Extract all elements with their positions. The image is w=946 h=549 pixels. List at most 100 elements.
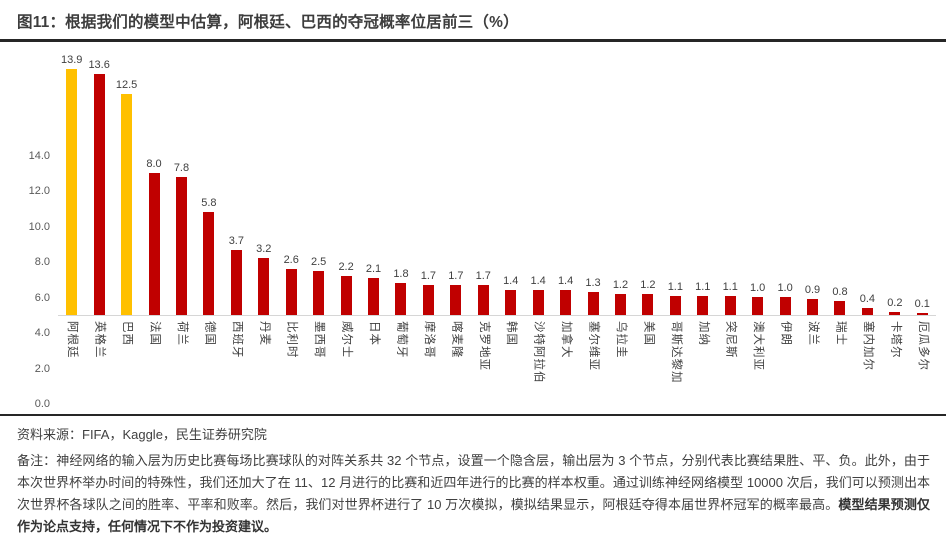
bar-slot: 0.1 (909, 298, 936, 315)
x-slot: 荷兰 (168, 321, 195, 404)
bar-slot: 12.5 (113, 79, 140, 315)
bar-value-label: 0.1 (914, 298, 930, 311)
x-slot: 摩洛哥 (415, 321, 442, 404)
bar (66, 68, 78, 315)
bar (422, 284, 434, 315)
plot-area: 13.9 13.6 12.5 8.0 7.8 5.8 3.7 3.2 2.6 2.5 2.2 2.1 1… (58, 54, 936, 316)
bar-value-label: 1.7 (420, 269, 437, 282)
bar-slot: 7.8 (168, 162, 195, 315)
bar-value-label: 1.7 (448, 269, 464, 282)
bar (340, 276, 352, 315)
bar-value-label: 3.2 (256, 243, 272, 256)
bar-value-label: 1.7 (475, 269, 491, 282)
bar (368, 277, 380, 315)
x-slot: 比利时 (278, 321, 305, 404)
x-slot: 厄瓜多尔 (909, 321, 936, 404)
x-slot: 伊朗 (771, 321, 798, 404)
bar-slot: 0.8 (826, 286, 853, 315)
x-slot: 瑞士 (826, 321, 853, 404)
x-axis-label: 哥斯达黎加 (669, 321, 682, 384)
bar-slot: 1.7 (470, 270, 497, 315)
bar-value-label: 0.2 (887, 296, 903, 309)
bar-value-label: 0.8 (832, 285, 848, 298)
bar (93, 74, 105, 315)
bar-slot: 1.4 (524, 275, 551, 315)
bar-value-label: 2.6 (283, 253, 299, 266)
bar-slot: 13.6 (85, 59, 112, 315)
bar-slot: 1.7 (442, 270, 469, 315)
bar-slot: 13.9 (58, 54, 85, 315)
bar (669, 295, 681, 315)
bar (834, 300, 846, 315)
y-axis-tick: 8.0 (34, 256, 50, 269)
bar-slot: 2.1 (360, 263, 387, 315)
x-slot: 乌拉圭 (607, 321, 634, 404)
bar-slot: 3.2 (250, 243, 277, 315)
bar-value-label: 5.8 (201, 197, 217, 210)
bar-value-label: 1.4 (557, 275, 574, 288)
y-axis-tick: 0.0 (34, 398, 50, 410)
bar-slot: 1.4 (497, 275, 524, 315)
bar-slot: 1.1 (662, 280, 689, 315)
y-axis-tick: 14.0 (28, 150, 50, 162)
x-slot: 英格兰 (85, 321, 112, 404)
bar (175, 176, 187, 315)
footnote-disclaimer: 模型结果预测仅作为论点支持，任何情况下不作为投资建议。 (17, 497, 930, 534)
x-axis-label: 葡萄牙 (395, 321, 408, 359)
x-axis-label: 西班牙 (230, 321, 243, 359)
bar (642, 293, 654, 315)
bar (395, 283, 407, 315)
bar-slot: 2.6 (278, 254, 305, 315)
x-axis-label: 德国 (203, 321, 216, 346)
x-axis-label: 喀麦隆 (450, 321, 463, 359)
x-slot: 澳大利亚 (744, 321, 771, 404)
y-axis-tick: 10.0 (28, 220, 50, 233)
bar-slot: 1.2 (607, 279, 634, 315)
footnote-text: 备注：神经网络的输入层为历史比赛每场比赛球队的对阵关系共 32 个节点，设置一个… (17, 453, 930, 512)
bar-value-label: 2.2 (338, 261, 354, 273)
y-axis: 0.0 2.0 4.0 6.0 8.0 10.0 12.0 14.0 (6, 150, 58, 410)
bar-value-label: 3.7 (228, 234, 244, 247)
x-slot: 日本 (360, 321, 387, 404)
bar-slot: 0.4 (854, 293, 881, 315)
bar (148, 173, 160, 315)
x-axis-label: 巴西 (121, 321, 134, 346)
x-axis-label: 乌拉圭 (614, 321, 627, 359)
bar-slot: 2.5 (305, 256, 332, 315)
bar (779, 297, 791, 315)
x-axis-label: 塞尔维亚 (587, 321, 600, 371)
figure-footer: 资料来源：FIFA，Kaggle，民生证券研究院 备注：神经网络的输入层为历史比… (0, 414, 946, 538)
bar (477, 284, 489, 315)
bar-slot: 1.7 (415, 270, 442, 315)
bar-slot: 0.9 (799, 284, 826, 315)
x-axis-label: 塞内加尔 (861, 321, 874, 371)
x-axis-label: 阿根廷 (66, 321, 79, 359)
bar-value-label: 1.1 (667, 280, 683, 293)
bar (203, 212, 215, 315)
bar (532, 290, 544, 315)
bar (230, 249, 242, 315)
page-title: 图11：根据我们的模型中估算，阿根廷、巴西的夺冠概率位居前三（%） (17, 14, 519, 31)
bar-value-label: 2.1 (365, 262, 382, 275)
x-axis-label: 厄瓜多尔 (916, 321, 929, 371)
bar-value-label: 1.4 (530, 275, 546, 288)
y-axis-tick: 12.0 (28, 185, 50, 198)
bar-slot: 5.8 (195, 197, 222, 315)
bar (313, 270, 325, 315)
y-axis-tick: 6.0 (34, 291, 50, 304)
x-axis-label: 墨西哥 (313, 321, 326, 359)
x-axis-label: 英格兰 (93, 321, 106, 359)
x-slot: 塞内加尔 (854, 321, 881, 404)
x-slot: 墨西哥 (305, 321, 332, 404)
bar (285, 268, 297, 315)
x-axis-label: 突尼斯 (724, 321, 737, 359)
x-axis-label: 克罗地亚 (477, 321, 490, 371)
bar (587, 292, 599, 315)
bar (807, 299, 819, 315)
x-slot: 加纳 (689, 321, 716, 404)
bar-value-label: 1.1 (722, 280, 738, 293)
x-slot: 巴西 (113, 321, 140, 404)
x-slot: 韩国 (497, 321, 524, 404)
x-axis-label: 加拿大 (560, 321, 573, 359)
x-axis-label: 伊朗 (779, 321, 792, 346)
